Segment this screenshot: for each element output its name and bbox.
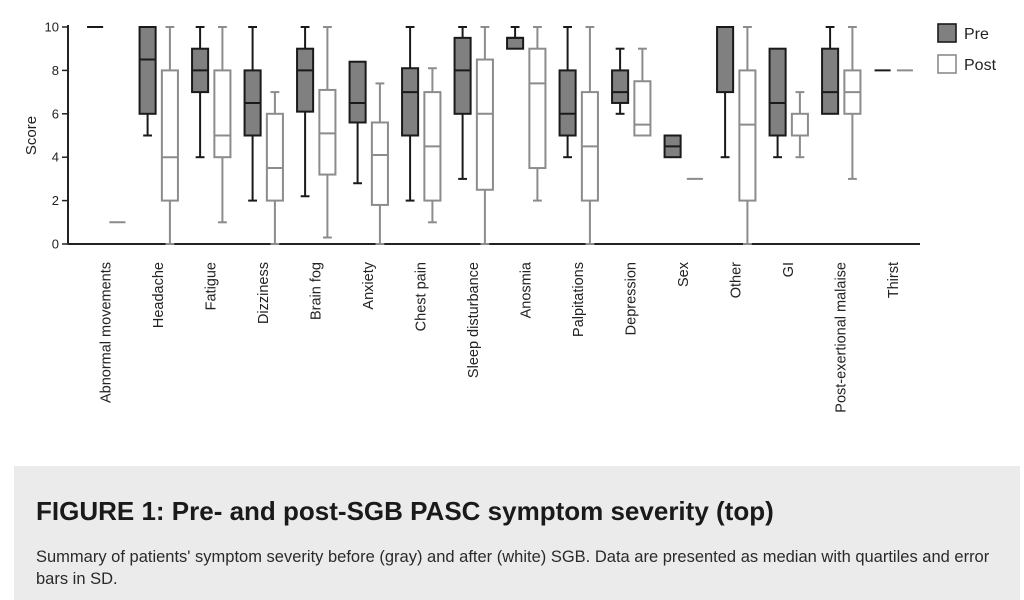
post-box xyxy=(318,88,337,176)
post-box xyxy=(633,80,652,137)
pre-box xyxy=(506,36,525,50)
y-tick-label: 10 xyxy=(45,20,59,35)
post-box xyxy=(370,121,389,206)
pre-box xyxy=(296,47,315,113)
x-category-label: Dizziness xyxy=(256,262,272,324)
y-tick-label: 6 xyxy=(52,106,59,121)
x-category-label: Abnormal movements xyxy=(98,262,114,403)
pre-box xyxy=(611,69,630,104)
x-category-label: Depression xyxy=(623,262,639,335)
x-category-label: GI xyxy=(781,262,797,277)
x-category-label: Palpitations xyxy=(571,262,587,337)
pre-box xyxy=(716,26,735,94)
x-category-label: Anxiety xyxy=(361,261,377,309)
x-category-label: Other xyxy=(728,262,744,298)
y-tick-label: 8 xyxy=(52,63,59,78)
pre-box xyxy=(558,69,577,137)
pre-box xyxy=(401,67,420,137)
post-box xyxy=(160,69,179,202)
figure-caption: FIGURE 1: Pre- and post-SGB PASC symptom… xyxy=(14,466,1020,600)
y-tick-label: 2 xyxy=(52,193,59,208)
x-category-label: Fatigue xyxy=(203,262,219,310)
post-box xyxy=(738,69,757,202)
x-category-label: Sex xyxy=(676,261,692,287)
y-axis-label: Score xyxy=(23,116,40,155)
x-category-label: Chest pain xyxy=(413,262,429,331)
pre-box xyxy=(348,60,367,124)
x-category-label: Brain fog xyxy=(308,262,324,320)
x-category-label: Post-exertional malaise xyxy=(833,262,849,413)
caption-text: Summary of patients' symptom severity be… xyxy=(36,548,990,588)
post-box xyxy=(528,47,547,170)
x-category-label: Sleep disturbance xyxy=(466,262,482,378)
legend-swatch-post xyxy=(937,54,957,74)
pre-box xyxy=(768,47,787,137)
post-box xyxy=(265,112,284,202)
legend-label-post: Post xyxy=(964,57,997,74)
pre-box xyxy=(138,26,157,115)
pre-box xyxy=(821,47,840,115)
post-box xyxy=(213,69,232,159)
caption-title: FIGURE 1: Pre- and post-SGB PASC symptom… xyxy=(36,496,774,526)
pre-box xyxy=(453,36,472,115)
legend-swatch-pre xyxy=(937,23,957,43)
y-tick-label: 4 xyxy=(52,150,59,165)
y-tick-label: 0 xyxy=(52,237,59,252)
post-box xyxy=(475,58,494,191)
x-category-label: Thirst xyxy=(886,262,902,298)
legend-label-pre: Pre xyxy=(964,26,989,43)
x-category-label: Anosmia xyxy=(518,261,534,318)
post-box xyxy=(790,112,809,137)
x-category-label: Headache xyxy=(151,262,167,328)
box-plot-chart: 0 2 4 6 8 10 Score Abnormal movements Headache Fa… xyxy=(23,20,997,413)
